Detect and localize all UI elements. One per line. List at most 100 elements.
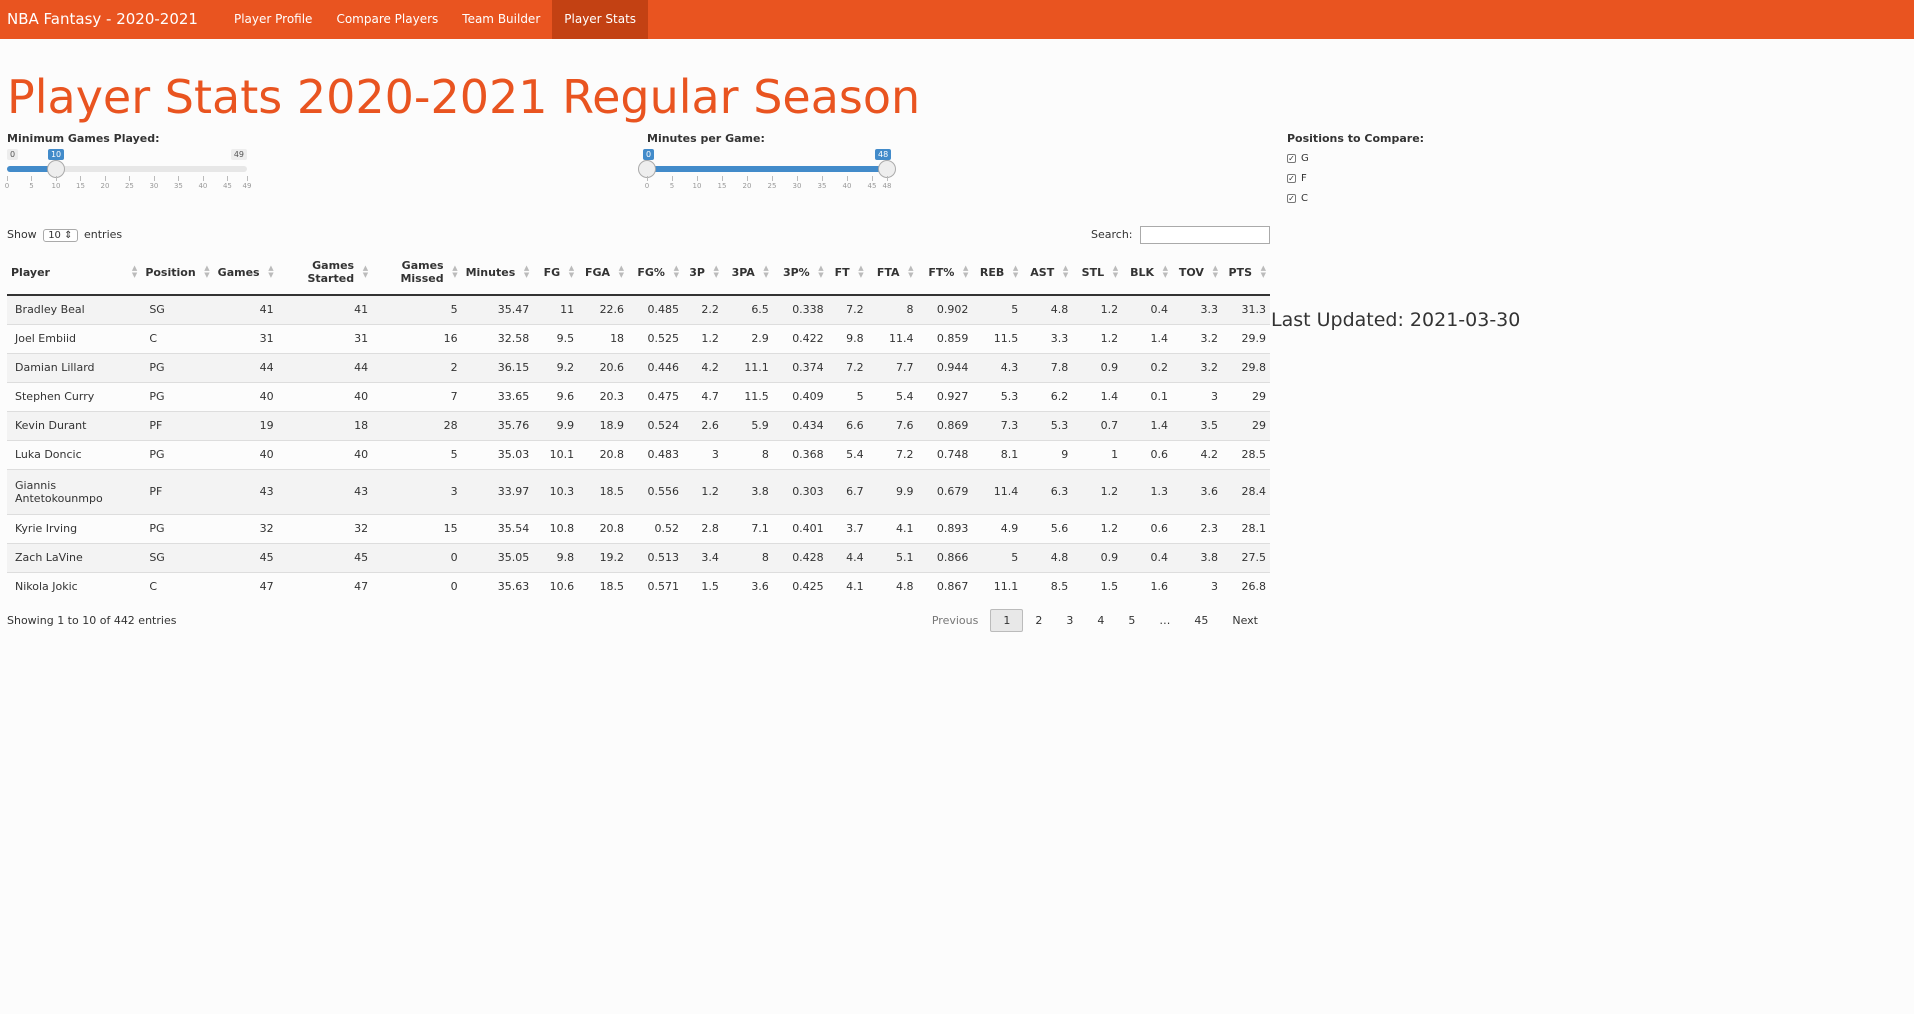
main-content: Player Stats 2020-2021 Regular Season Mi… [0,74,1914,632]
table-cell: Nikola Jokic [7,571,142,601]
table-row[interactable]: Giannis Antetokounmpo PF 43 43 3 33.97 10.3 18.… [7,468,1270,514]
column-header[interactable]: PTS ▲ ▼ [1221,250,1270,296]
table-cell: 11 [533,294,579,324]
table-cell: 9 [1022,439,1073,469]
table-cell: 15 [372,513,462,543]
navbar-brand[interactable]: NBA Fantasy - 2020-2021 [7,10,198,28]
column-header[interactable]: Games ▲ ▼ [213,250,278,296]
column-header[interactable]: Games Missed ▲ ▼ [372,250,462,296]
position-option-c[interactable]: ✓ C [1287,191,1424,205]
pagination-page[interactable]: 1 [990,609,1024,632]
slider-tick [227,176,229,181]
table-row[interactable]: Bradley Beal SG 41 41 5 35.47 11 22.6 0.485 2.2 6.… [7,294,1270,324]
table-cell: PF [141,468,214,514]
sort-arrows-icon: ▲ ▼ [763,264,769,279]
table-cell: 40 [213,439,278,469]
column-header[interactable]: FT% ▲ ▼ [917,250,973,296]
column-header[interactable]: Position ▲ ▼ [141,250,214,296]
entries-length-select[interactable]: 10 ⇕ [43,229,78,242]
checkbox-g[interactable]: ✓ [1287,153,1296,163]
pagination-page[interactable]: 2 [1035,614,1043,627]
table-row[interactable]: Zach LaVine SG 45 45 0 35.05 9.8 19.2 0.513 3.4 8 0… [7,542,1270,572]
table-cell: 0 [372,571,462,601]
pagination-next[interactable]: Next [1232,614,1258,627]
table-row[interactable]: Nikola Jokic C 47 47 0 35.63 10.6 18.5 0.571 1.5 3… [7,571,1270,601]
column-header[interactable]: Games Started ▲ ▼ [277,250,373,296]
column-header[interactable]: 3P ▲ ▼ [682,250,723,296]
table-cell: 1.2 [682,323,723,353]
column-header[interactable]: Minutes ▲ ▼ [461,250,534,296]
table-cell: 0.483 [628,439,683,469]
table-cell: 0.944 [917,352,973,382]
slider-track[interactable] [7,166,247,172]
table-cell: 43 [277,468,373,514]
checkbox-c[interactable]: ✓ [1287,193,1296,203]
pagination-page[interactable]: 5 [1128,614,1136,627]
table-cell: 6.3 [1022,468,1073,514]
position-option-f[interactable]: ✓ F [1287,171,1424,185]
nav-team-builder[interactable]: Team Builder [462,12,541,26]
nav-player-profile[interactable]: Player Profile [233,12,313,26]
length-value: 10 [48,230,61,241]
pagination-page[interactable]: 4 [1097,614,1105,627]
table-cell: 6.2 [1022,381,1073,411]
pagination-page[interactable]: 3 [1066,614,1074,627]
table-row[interactable]: Kyrie Irving PG 32 32 15 35.54 10.8 20.8 0.52 2.8… [7,513,1270,543]
table-cell: 0.679 [917,468,973,514]
table-cell: 36.15 [461,352,534,382]
position-option-g[interactable]: ✓ G [1287,151,1424,165]
slider-tick-label: 5 [29,182,34,190]
table-row[interactable]: Damian Lillard PG 44 44 2 36.15 9.2 20.6 0.446 4.… [7,352,1270,382]
table-cell: 16 [372,323,462,353]
table-row[interactable]: Stephen Curry PG 40 40 7 33.65 9.6 20.3 0.475 4.7… [7,381,1270,411]
column-header[interactable]: BLK ▲ ▼ [1122,250,1173,296]
table-cell: 20.8 [578,513,629,543]
table-cell: 8 [867,294,918,324]
table-cell: 9.6 [533,381,579,411]
column-header[interactable]: FGA ▲ ▼ [578,250,629,296]
nav-player-stats[interactable]: Player Stats [552,0,649,39]
table-cell: Stephen Curry [7,381,142,411]
table-cell: 7.2 [867,439,918,469]
minutes-per-game-slider[interactable]: Minutes per Game: 0 48 0 5 10 15 20 25 30 35 40 4… [638,132,896,190]
column-header[interactable]: AST ▲ ▼ [1022,250,1073,296]
table-cell: 1.3 [1122,468,1173,514]
search-input[interactable] [1140,226,1270,244]
table-cell: 8 [722,439,773,469]
table-cell: 7.3 [972,410,1023,440]
checkbox-f[interactable]: ✓ [1287,173,1296,183]
slider-tick [697,176,698,181]
min-games-slider[interactable]: Minimum Games Played: 0 10 49 0 5 10 15 20 25… [5,132,252,190]
table-row[interactable]: Luka Doncic PG 40 40 5 35.03 10.1 20.8 0.483 3 8 0.… [7,439,1270,469]
table-row[interactable]: Joel Embiid C 31 31 16 32.58 9.5 18 0.525 1.2 2.9 0… [7,323,1270,353]
column-header[interactable]: FG ▲ ▼ [533,250,579,296]
column-header[interactable]: 3P% ▲ ▼ [772,250,828,296]
show-label: Show [7,228,37,241]
slider-tick-label: 0 [644,182,650,190]
table-row[interactable]: Kevin Durant PF 19 18 28 35.76 9.9 18.9 0.524 2.6… [7,410,1270,440]
column-header[interactable]: STL ▲ ▼ [1072,250,1123,296]
nav-compare-players[interactable]: Compare Players [336,12,439,26]
table-cell: 27.5 [1221,542,1270,572]
column-header[interactable]: FT ▲ ▼ [827,250,868,296]
slider-tick-label: 10 [692,182,702,190]
column-header[interactable]: Player ▲ ▼ [7,250,142,296]
positions-checkbox-group: Positions to Compare: ✓ G ✓ F ✓ C [1287,132,1424,205]
pagination-previous[interactable]: Previous [931,614,979,627]
table-cell: 5 [372,439,462,469]
slider-min-label: 0 [7,149,19,160]
table-cell: 22.6 [578,294,629,324]
table-cell: 7.6 [867,410,918,440]
table-cell: 0 [372,542,462,572]
slider-tick-label: 20 [100,182,110,190]
column-header[interactable]: REB ▲ ▼ [972,250,1023,296]
column-header[interactable]: TOV ▲ ▼ [1172,250,1222,296]
table-cell: Bradley Beal [7,294,142,324]
slider-high-label: 48 [875,149,892,160]
table-cell: 29 [1221,381,1270,411]
pagination-page[interactable]: 45 [1194,614,1209,627]
column-header[interactable]: 3PA ▲ ▼ [722,250,773,296]
table-cell: Kyrie Irving [7,513,142,543]
column-header[interactable]: FG% ▲ ▼ [628,250,683,296]
column-header[interactable]: FTA ▲ ▼ [867,250,918,296]
